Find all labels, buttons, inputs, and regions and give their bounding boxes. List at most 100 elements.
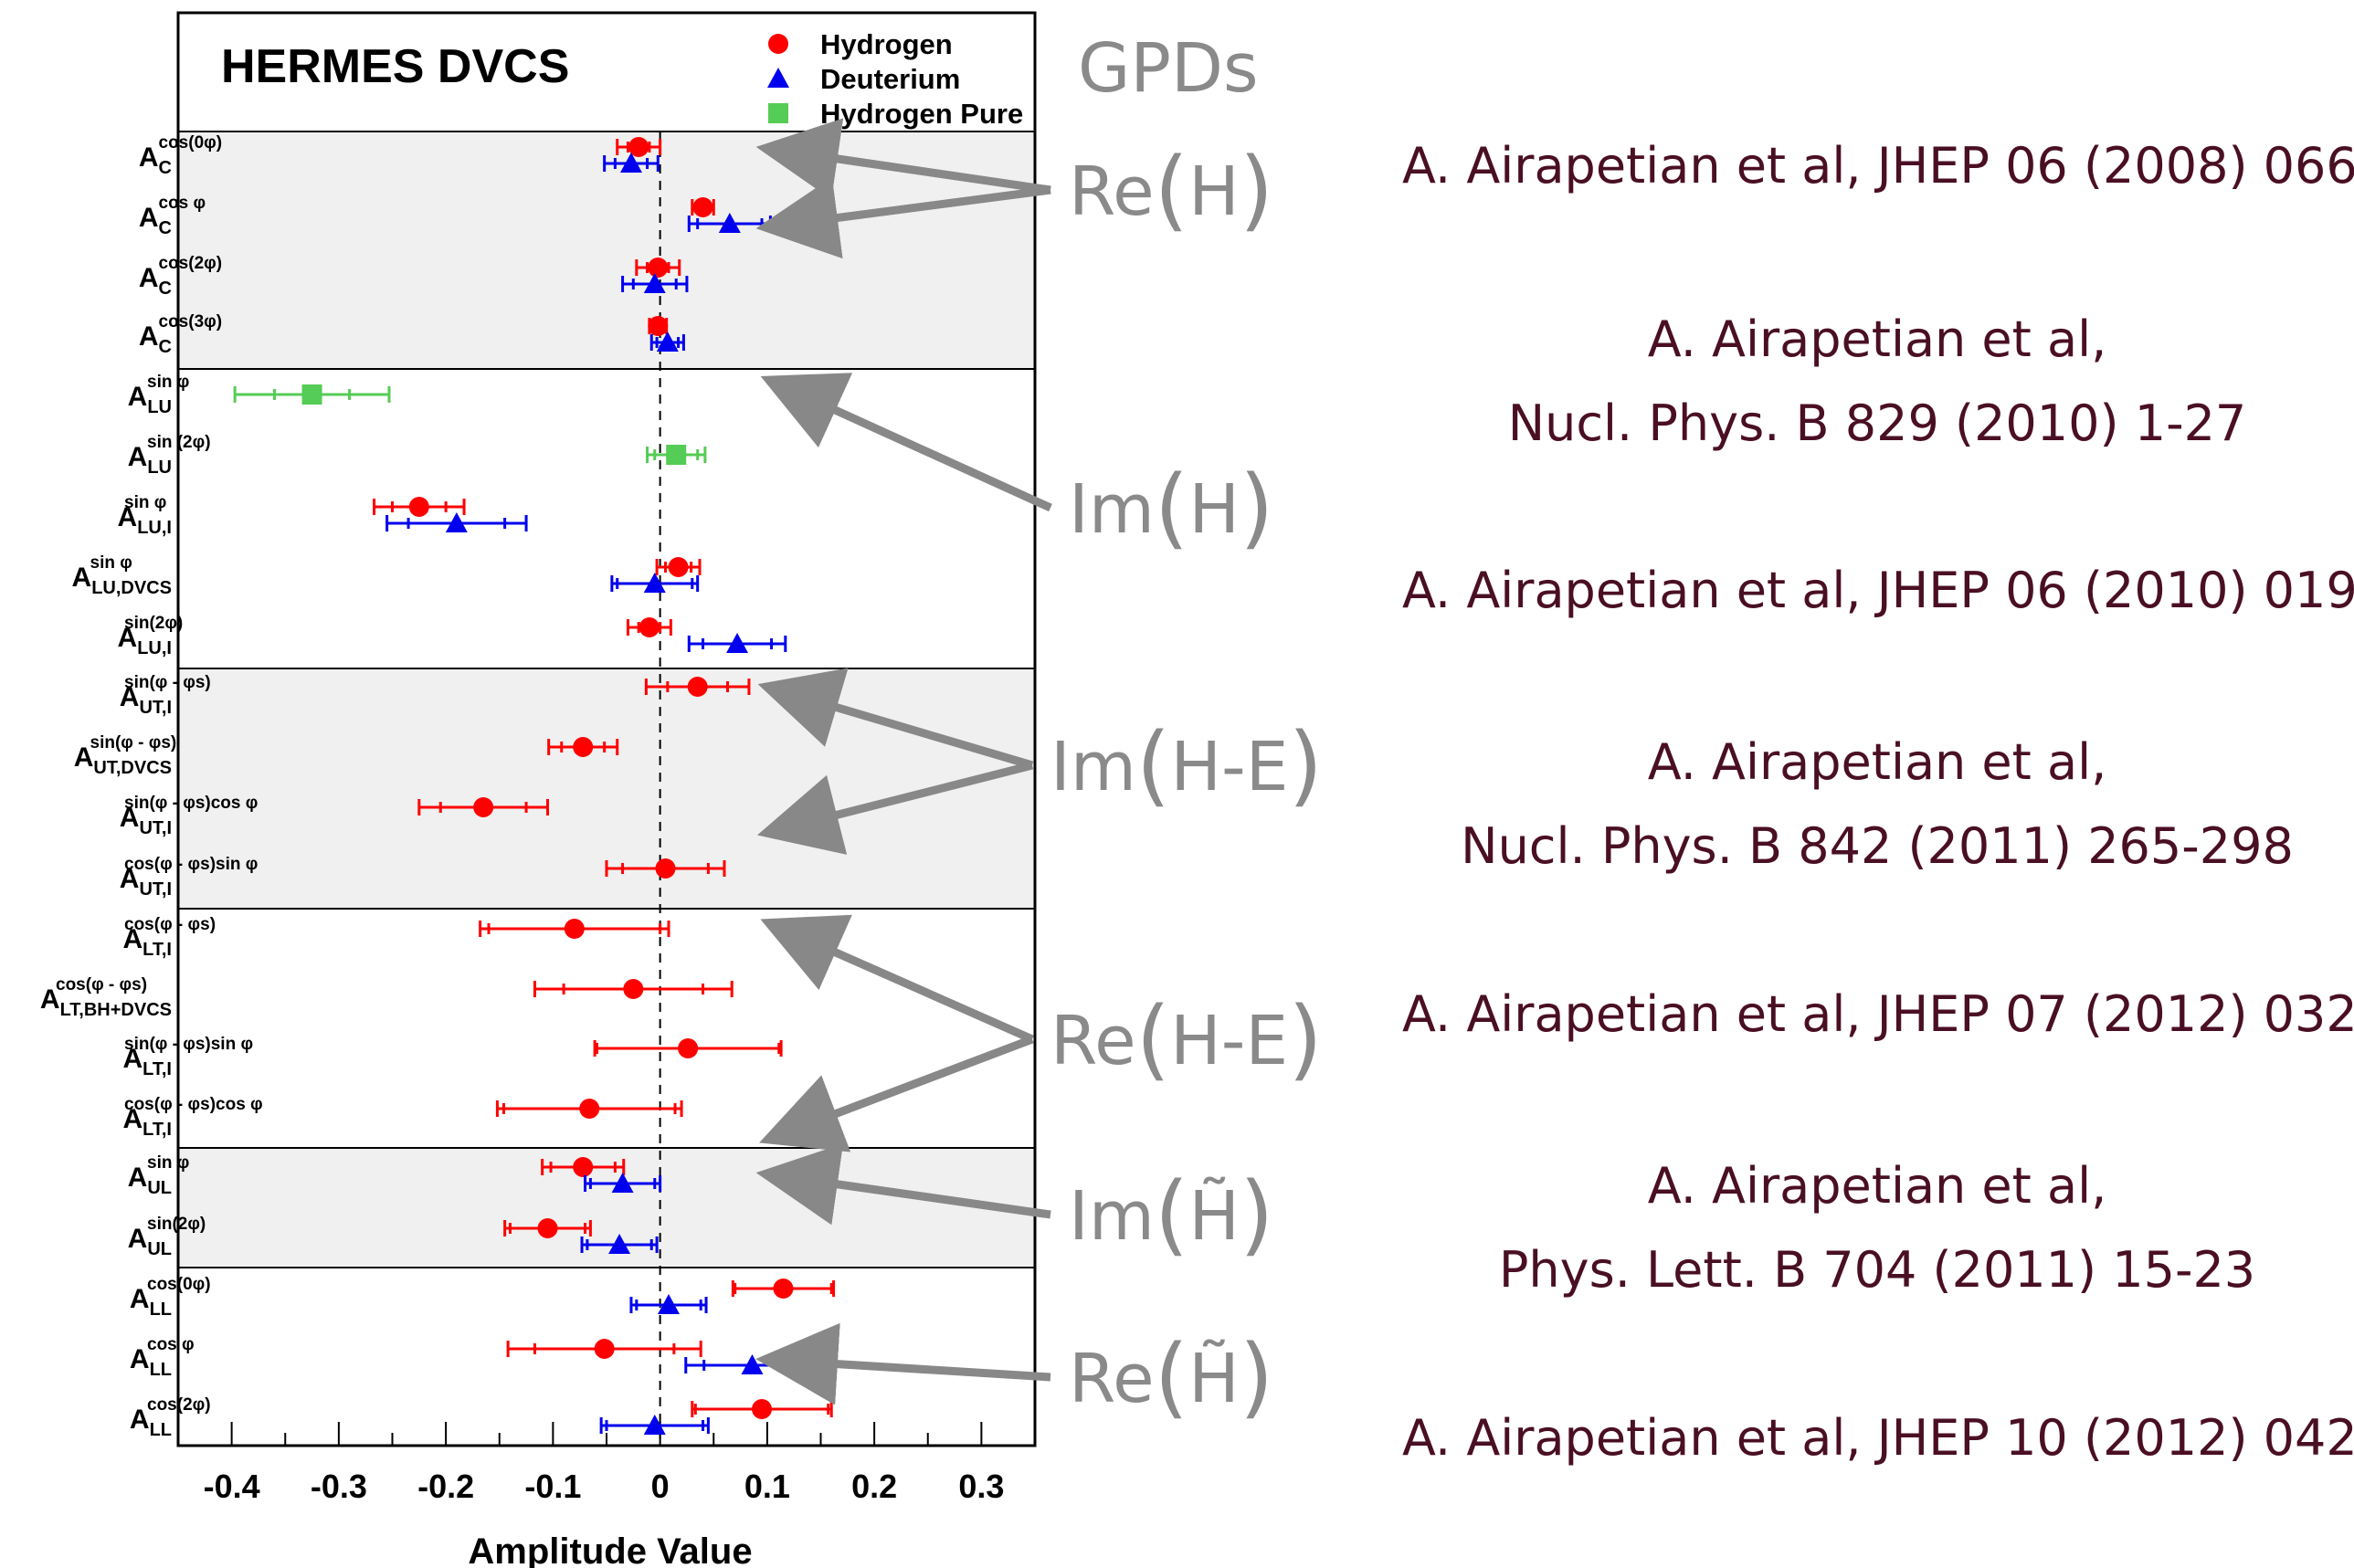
marker-triangle <box>658 1294 681 1314</box>
x-tick-label: -0.4 <box>204 1468 260 1505</box>
data-point <box>691 197 715 217</box>
row-label-superscript: sin(2φ) <box>124 614 183 633</box>
gpd-arrow <box>760 914 1034 1044</box>
marker-triangle <box>643 1415 666 1435</box>
marker-circle <box>473 797 494 817</box>
row-label: AUL <box>128 1224 172 1259</box>
gpd-paren: ) <box>1239 139 1274 241</box>
legend-label: Hydrogen Pure <box>820 98 1023 130</box>
gpd-paren: ) <box>1288 988 1323 1090</box>
gpd-paren: ) <box>1240 1163 1274 1266</box>
data-point <box>417 797 550 817</box>
x-tick-label: 0.1 <box>744 1468 790 1505</box>
gpd-label: Re(H-E) <box>1050 995 1323 1083</box>
gpd-label-prefix: Re <box>1050 1002 1136 1080</box>
gpd-paren: ) <box>1240 457 1274 559</box>
marker-triangle <box>445 512 468 532</box>
row-label-superscript: cos(2φ) <box>147 1395 211 1415</box>
gpd-arrow <box>759 1035 1034 1152</box>
marker-square <box>301 384 322 405</box>
marker-circle <box>655 858 676 879</box>
marker-triangle <box>643 273 666 293</box>
marker-triangle <box>619 153 642 173</box>
row-label: ALU,DVCS <box>72 563 172 598</box>
data-point <box>610 573 700 593</box>
marker-circle <box>687 677 708 697</box>
row-label-superscript: sin(φ - φs) <box>90 733 177 752</box>
reference-line: A. Airapetian et al, <box>1647 733 2107 791</box>
row-label: ALT,I <box>122 924 172 960</box>
data-point <box>541 1157 626 1177</box>
gpd-label-inner: H̃ <box>1188 1177 1240 1256</box>
row-label-superscript: cos(φ - φs)cos φ <box>124 1095 263 1114</box>
marker-circle <box>623 979 644 999</box>
row-label-superscript: cos(2φ) <box>159 254 223 273</box>
x-axis-ticks: -0.4 -0.3 -0.2 -0.1 0 0.1 0.2 0.3 <box>177 1422 1036 1505</box>
row-label: ALU <box>128 442 172 478</box>
gpd-label-prefix: Im <box>1050 728 1136 806</box>
data-point <box>599 1415 710 1435</box>
legend-marker <box>767 68 789 88</box>
gpd-label-prefix: Im <box>1069 470 1155 549</box>
gpd-label-inner: H <box>1188 153 1240 231</box>
gpd-paren: ) <box>1239 1326 1274 1428</box>
row-label: ALL <box>130 1284 172 1320</box>
x-tick-label: -0.1 <box>524 1468 581 1505</box>
data-point <box>547 737 619 757</box>
data-point <box>503 1218 592 1238</box>
plot-background <box>178 132 1035 1446</box>
row-label-superscript: sin(φ - φs) <box>124 673 211 692</box>
reference-line: A. Airapetian et al, JHEP 06 (2008) 066 <box>1402 137 2354 195</box>
data-point <box>593 1038 783 1058</box>
data-point <box>385 512 528 532</box>
row-label: AUL <box>128 1163 172 1198</box>
data-point <box>373 497 466 517</box>
row-label: ALL <box>130 1405 172 1440</box>
gpd-paren: ( <box>1154 1326 1189 1428</box>
row-label: ALU <box>128 382 172 417</box>
gpd-label-inner: H <box>1188 470 1240 549</box>
gpd-paren: ( <box>1154 457 1189 559</box>
row-label-superscript: sin(2φ) <box>147 1215 206 1234</box>
marker-triangle <box>718 213 741 233</box>
row-label: ALU,I <box>118 623 172 658</box>
data-point <box>687 633 787 653</box>
gpd-arrow <box>760 373 1052 512</box>
data-point <box>603 153 660 173</box>
marker-circle <box>594 1339 615 1359</box>
row-label: AUT,DVCS <box>74 742 172 778</box>
marker-circle <box>678 1038 699 1058</box>
chart-title: HERMES DVCS <box>221 40 569 93</box>
marker-square <box>666 445 687 465</box>
row-label: ALL <box>130 1344 172 1380</box>
plot-header: HERMES DVCS <box>221 40 569 93</box>
marker-circle <box>564 919 585 939</box>
row-label-superscript: cos(φ - φs)sin φ <box>124 855 258 874</box>
row-label-superscript: sin (2φ) <box>147 433 211 452</box>
x-tick-label: -0.3 <box>311 1468 367 1505</box>
marker-circle <box>537 1218 558 1238</box>
x-tick-label: 0.3 <box>958 1468 1004 1505</box>
gpd-arrow <box>755 1322 1051 1405</box>
row-label-superscript: cos(φ - φs) <box>56 975 147 994</box>
gpd-label: Re(H̃) <box>1069 1333 1273 1421</box>
data-point <box>635 258 681 278</box>
data-point <box>621 273 689 293</box>
data-marks <box>233 137 836 1435</box>
marker-triangle <box>608 1234 631 1254</box>
row-label: AUT,I <box>120 682 172 718</box>
row-label-superscript: cos φ <box>147 1335 195 1354</box>
row-label-superscript: sin φ <box>147 373 189 392</box>
row-label: ALT,BH+DVCS <box>40 984 172 1020</box>
legend-label: Deuterium <box>820 63 960 95</box>
group-band <box>178 909 1035 1148</box>
data-point <box>479 919 670 939</box>
marker-circle <box>408 497 429 517</box>
gpd-arrow <box>756 761 1034 855</box>
marker-circle <box>573 737 594 757</box>
marker-triangle <box>726 633 749 653</box>
group-band <box>178 132 1035 369</box>
gpd-label-inner: H-E <box>1170 1002 1289 1080</box>
data-point <box>495 1099 683 1119</box>
marker-circle <box>668 557 689 577</box>
